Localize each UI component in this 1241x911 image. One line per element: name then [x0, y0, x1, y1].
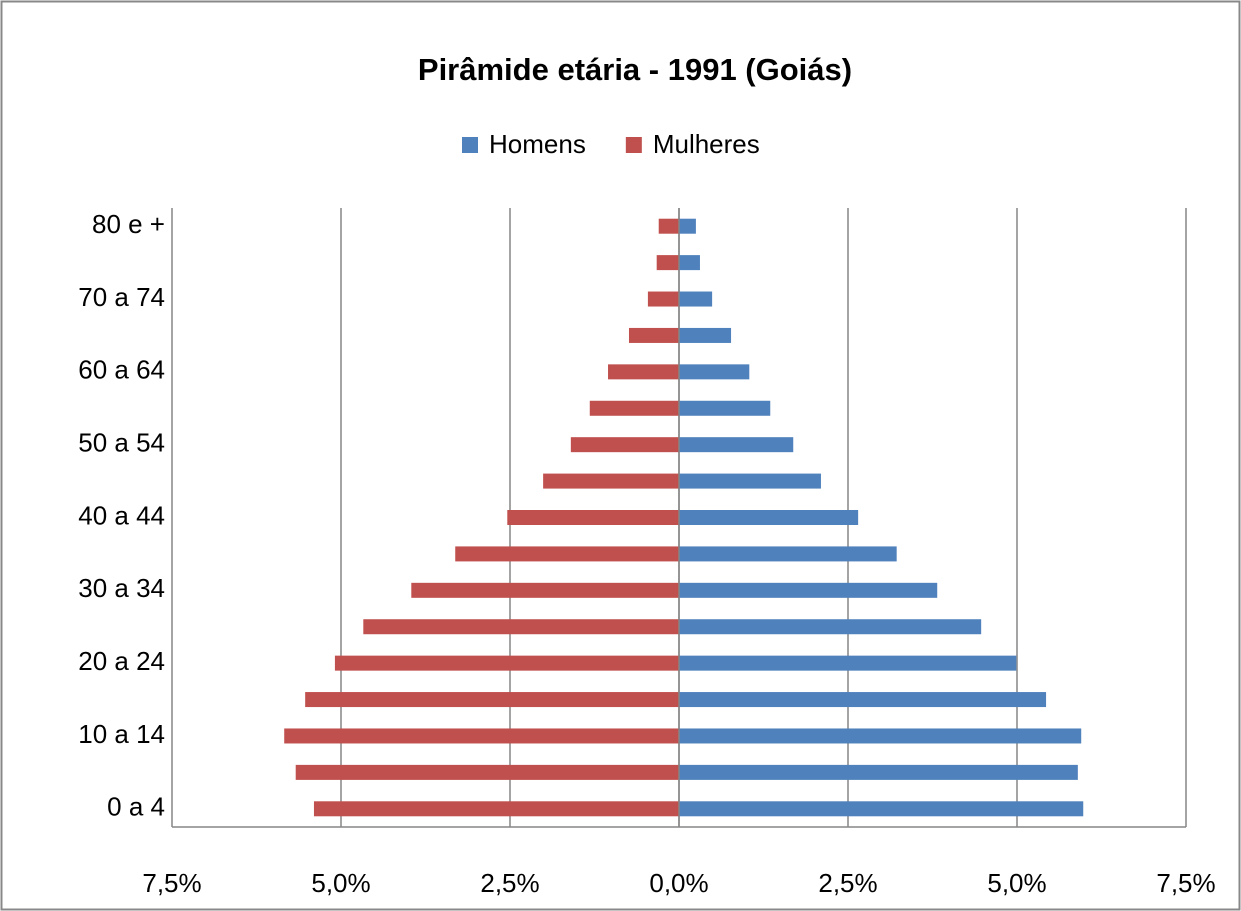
legend-label: Mulheres: [653, 129, 760, 159]
x-tick-label: 5,0%: [311, 868, 370, 898]
bar: [679, 728, 1082, 744]
x-tick-label: 5,0%: [987, 868, 1046, 898]
bar: [679, 364, 750, 380]
bar: [334, 655, 679, 671]
bar: [679, 218, 696, 234]
y-tick-label: 0 a 4: [107, 792, 165, 822]
y-tick-label: 10 a 14: [78, 719, 165, 749]
bar: [679, 655, 1017, 671]
bar: [679, 437, 794, 453]
bar: [295, 764, 679, 780]
y-tick-label: 50 a 54: [78, 428, 165, 458]
bar: [411, 582, 679, 598]
bar: [570, 437, 679, 453]
bar: [679, 692, 1047, 708]
bar: [313, 801, 679, 817]
y-tick-label: 80 e +: [92, 209, 165, 239]
bar: [543, 473, 679, 489]
bar: [679, 327, 732, 343]
y-tick-label: 60 a 64: [78, 355, 165, 385]
bar: [455, 546, 679, 562]
bar: [305, 692, 679, 708]
legend-swatch: [462, 137, 478, 153]
bar: [507, 510, 679, 525]
legend-label: Homens: [489, 129, 586, 159]
y-tick-label: 70 a 74: [78, 282, 165, 312]
bar: [679, 546, 897, 562]
bar: [679, 400, 771, 416]
bar: [363, 619, 679, 635]
chart-title: Pirâmide etária - 1991 (Goiás): [418, 52, 852, 87]
bar: [679, 510, 859, 525]
bar: [679, 473, 821, 489]
bar: [679, 801, 1084, 817]
bar: [284, 728, 679, 744]
bar: [658, 218, 679, 234]
y-tick-label: 40 a 44: [78, 500, 165, 530]
bar: [589, 400, 679, 416]
bar: [679, 582, 938, 598]
bar: [679, 619, 982, 635]
legend-swatch: [625, 137, 642, 153]
x-tick-label: 7,5%: [142, 868, 201, 898]
bar: [679, 291, 713, 307]
bar: [608, 364, 679, 380]
x-tick-label: 2,5%: [480, 868, 539, 898]
bar: [628, 327, 679, 343]
bar: [679, 255, 700, 271]
x-tick-label: 0,0%: [649, 868, 708, 898]
bar: [647, 291, 679, 307]
y-tick-label: 30 a 34: [78, 573, 165, 603]
bar: [656, 255, 679, 271]
bar: [679, 764, 1078, 780]
x-tick-label: 2,5%: [818, 868, 877, 898]
y-tick-label: 20 a 24: [78, 646, 165, 676]
x-tick-label: 7,5%: [1156, 868, 1215, 898]
